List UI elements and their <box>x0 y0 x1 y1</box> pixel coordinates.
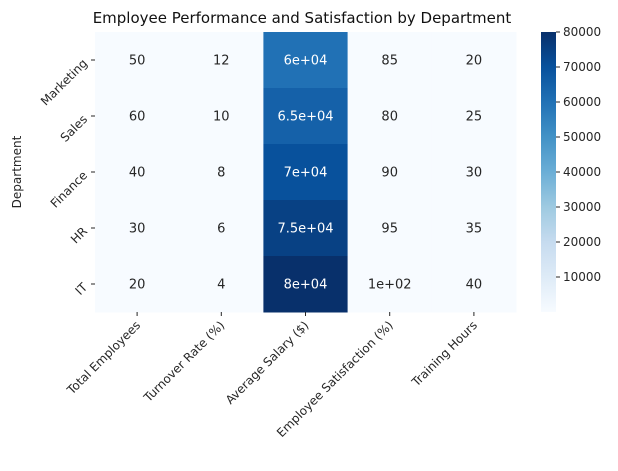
cell-annotation: 10 <box>213 110 230 125</box>
cell-annotation: 8e+04 <box>284 278 328 293</box>
x-tick-label: Turnover Rate (%) <box>140 318 227 405</box>
heatmap-cell <box>179 200 264 257</box>
y-tick-label: Sales <box>58 112 90 144</box>
cell-annotation: 95 <box>381 222 398 237</box>
heatmap-cell <box>431 200 517 257</box>
heatmap-cells <box>95 32 517 313</box>
heatmap-cell <box>95 200 180 257</box>
cell-annotation: 6e+04 <box>284 54 328 69</box>
cell-annotation: 40 <box>466 278 483 293</box>
y-axis-label: Department <box>10 135 24 208</box>
cell-annotation: 90 <box>381 166 398 181</box>
cell-annotation: 80 <box>381 110 398 125</box>
heatmap-cell <box>347 200 433 257</box>
heatmap-cell <box>179 88 264 145</box>
heatmap-cell <box>431 144 517 201</box>
cell-annotation: 7.5e+04 <box>277 222 333 237</box>
heatmap-cell <box>179 32 264 89</box>
cell-annotation: 85 <box>381 54 398 69</box>
heatmap-cell <box>95 256 180 313</box>
cell-annotation: 6 <box>217 222 225 237</box>
cell-annotation: 4 <box>217 278 225 293</box>
x-tick-label: Total Employees <box>64 318 144 398</box>
colorbar <box>541 32 556 312</box>
heatmap-cell <box>431 256 517 313</box>
cell-annotation: 6.5e+04 <box>277 110 333 125</box>
colorbar-tick-label: 10000 <box>563 270 601 284</box>
colorbar-tick-label: 80000 <box>563 25 601 39</box>
heatmap-cell <box>263 256 349 313</box>
heatmap-cell <box>347 256 433 313</box>
heatmap-cell <box>347 144 433 201</box>
heatmap-cell <box>431 88 517 145</box>
cell-annotations: 50 12 6e+04 85 20 60 10 6.5e+04 80 25 40 8 7e+04 90 30… <box>129 54 482 293</box>
colorbar-tick-label: 50000 <box>563 130 601 144</box>
colorbar-tick-label: 60000 <box>563 95 601 109</box>
colorbar-tick-label: 30000 <box>563 200 601 214</box>
cell-annotation: 20 <box>466 54 483 69</box>
heatmap-cell <box>431 32 517 89</box>
cell-annotation: 7e+04 <box>284 166 328 181</box>
heatmap-cell <box>263 88 349 145</box>
cell-annotation: 1e+02 <box>368 278 412 293</box>
y-tick-label: Finance <box>48 168 90 210</box>
y-tick-labels: Marketing Sales Finance HR IT <box>38 56 95 298</box>
heatmap-cell <box>179 144 264 201</box>
heatmap-cell <box>95 144 180 201</box>
cell-annotation: 20 <box>129 278 146 293</box>
cell-annotation: 35 <box>466 222 483 237</box>
cell-annotation: 25 <box>466 110 483 125</box>
cell-annotation: 30 <box>466 166 483 181</box>
heatmap-cell <box>347 88 433 145</box>
colorbar-tick-label: 20000 <box>563 235 601 249</box>
y-tick-label: HR <box>68 224 90 246</box>
x-tick-label: Training Hours <box>408 318 480 390</box>
cell-annotation: 60 <box>129 110 146 125</box>
heatmap-cell <box>263 32 349 89</box>
y-tick-label: IT <box>73 280 91 298</box>
heatmap-cell <box>263 144 349 201</box>
colorbar-tick-label: 70000 <box>563 60 601 74</box>
heatmap-cell <box>179 256 264 313</box>
heatmap-cell <box>95 88 180 145</box>
colorbar-tick-label: 40000 <box>563 165 601 179</box>
chart-title: Employee Performance and Satisfaction by… <box>93 9 512 27</box>
cell-annotation: 8 <box>217 166 225 181</box>
heatmap-cell <box>347 32 433 89</box>
colorbar-ticks: 10000 20000 30000 40000 50000 60000 70000 80000 <box>556 25 601 284</box>
y-tick-label: Marketing <box>38 56 90 108</box>
heatmap-cell <box>95 32 180 89</box>
cell-annotation: 30 <box>129 222 146 237</box>
cell-annotation: 40 <box>129 166 146 181</box>
cell-annotation: 50 <box>129 54 146 69</box>
x-tick-label: Average Salary ($) <box>223 318 312 407</box>
cell-annotation: 12 <box>213 54 230 69</box>
heatmap-cell <box>263 200 349 257</box>
